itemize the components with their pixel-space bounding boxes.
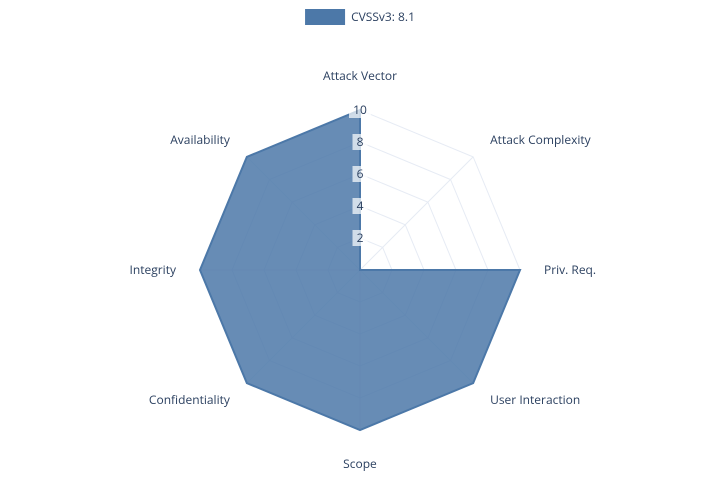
tick-label: 10 [353, 101, 367, 118]
axis-label: Integrity [130, 261, 177, 278]
tick-label: 8 [357, 133, 364, 150]
axis-label: User Interaction [490, 391, 580, 408]
axis-label: Attack Vector [323, 67, 397, 84]
axis-label: Scope [343, 455, 377, 472]
tick-label: 6 [357, 165, 364, 182]
axis-label: Confidentiality [149, 391, 231, 408]
axis-label: Availability [170, 131, 231, 148]
axis-label: Priv. Req. [544, 261, 596, 278]
radar-chart: Attack Vector Attack Complexity Priv. Req.… [0, 0, 720, 504]
axis-label: Attack Complexity [490, 131, 592, 148]
tick-label: 4 [357, 197, 364, 214]
tick-label: 2 [357, 229, 364, 246]
